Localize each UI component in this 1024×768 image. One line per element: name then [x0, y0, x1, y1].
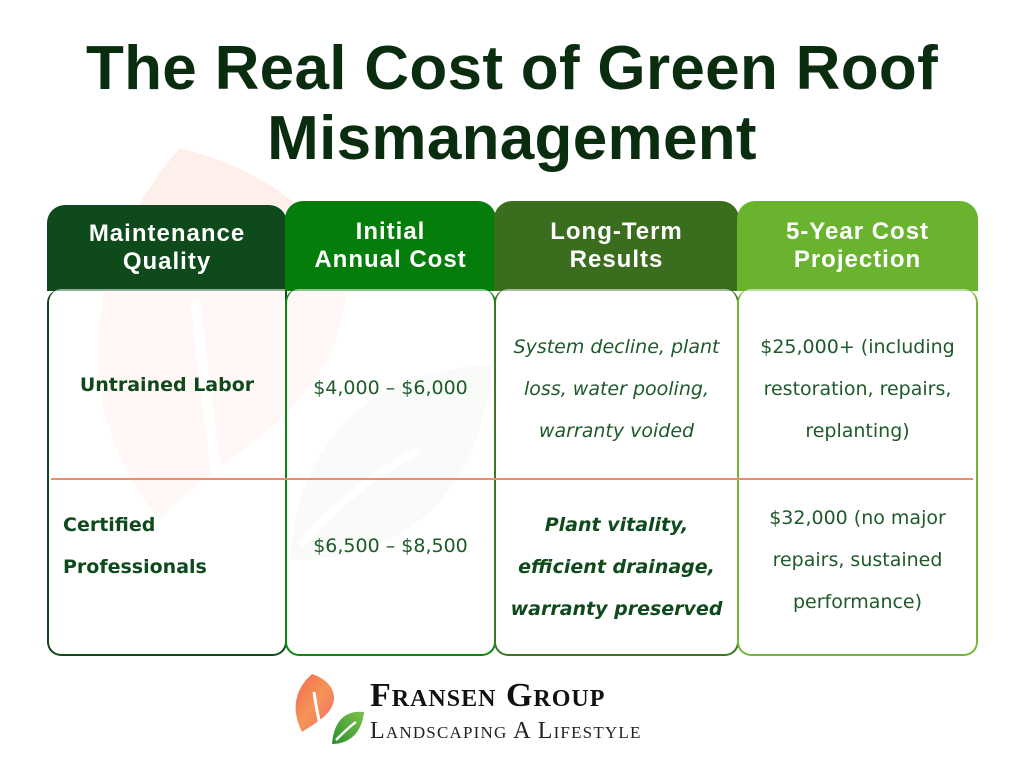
header-line: Annual Cost	[314, 246, 467, 273]
column-header: 5-Year Cost Projection	[737, 201, 978, 291]
initial-cost-certified: $6,500 – $8,500	[313, 535, 468, 557]
header-line: Maintenance	[88, 220, 246, 247]
column-initial-annual-cost: Initial Annual Cost $4,000 – $6,000 $6,5…	[285, 201, 496, 656]
header-line: Initial	[355, 218, 426, 245]
row-divider	[51, 478, 973, 480]
header-line: Results	[569, 246, 664, 273]
results-untrained: System decline, plant loss, water poolin…	[513, 336, 720, 442]
leaves-icon	[295, 674, 364, 744]
row-label-certified: Certified Professionals	[63, 514, 207, 578]
projection-certified: $32,000 (no major repairs, sustained per…	[769, 507, 946, 613]
brand-name: Fransen Group	[370, 677, 606, 714]
row-label-untrained: Untrained Labor	[79, 374, 255, 396]
fransen-group-logo: Fransen Group Landscaping A Lifestyle	[288, 670, 728, 750]
column-maintenance-quality: Maintenance Quality Untrained Labor Cert…	[47, 205, 287, 656]
results-certified: Plant vitality, efficient drainage, warr…	[510, 514, 723, 620]
header-line: Quality	[122, 248, 212, 275]
column-five-year-projection: 5-Year Cost Projection $25,000+ (includi…	[737, 201, 978, 656]
header-line: Projection	[793, 246, 922, 273]
title-line-2: Mismanagement	[267, 104, 757, 173]
header-line: Long-Term	[550, 218, 683, 245]
column-header: Long-Term Results	[494, 201, 739, 291]
column-header: Maintenance Quality	[47, 205, 287, 291]
page-title: The Real Cost of Green Roof Mismanagemen…	[0, 34, 1024, 174]
header-line: 5-Year Cost	[785, 218, 930, 245]
projection-untrained: $25,000+ (including restoration, repairs…	[760, 336, 955, 442]
column-body	[737, 289, 978, 656]
column-header: Initial Annual Cost	[285, 201, 496, 291]
column-body	[494, 289, 739, 656]
column-long-term-results: Long-Term Results System decline, plant …	[494, 201, 739, 656]
initial-cost-untrained: $4,000 – $6,000	[313, 377, 468, 399]
title-line-1: The Real Cost of Green Roof	[85, 34, 939, 103]
brand-tagline: Landscaping A Lifestyle	[370, 718, 642, 744]
